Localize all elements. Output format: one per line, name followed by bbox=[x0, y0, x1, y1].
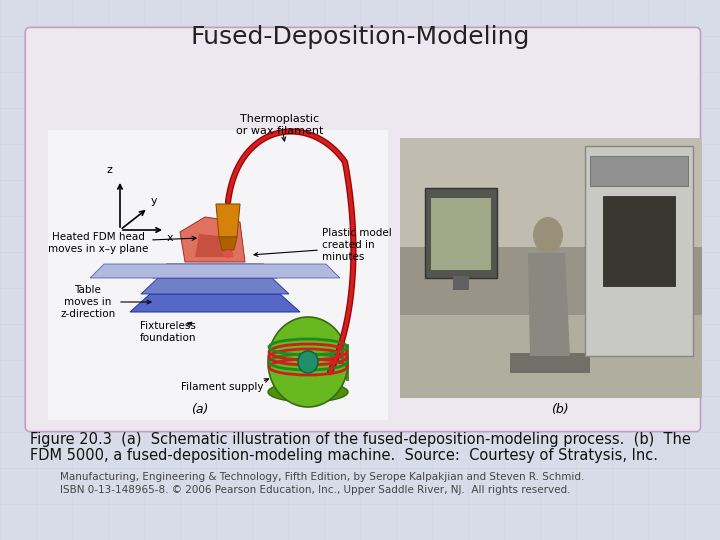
Bar bbox=[603, 196, 675, 286]
Ellipse shape bbox=[298, 351, 318, 373]
Polygon shape bbox=[130, 294, 300, 312]
Polygon shape bbox=[346, 344, 348, 380]
Polygon shape bbox=[528, 253, 570, 356]
Text: Fixtureless
foundation: Fixtureless foundation bbox=[140, 321, 197, 343]
Bar bbox=[585, 146, 693, 356]
Bar bbox=[510, 353, 590, 373]
Polygon shape bbox=[180, 217, 245, 262]
Text: Table
moves in
z-direction: Table moves in z-direction bbox=[60, 286, 116, 319]
Ellipse shape bbox=[533, 217, 563, 253]
Bar bbox=[400, 315, 702, 398]
Polygon shape bbox=[195, 234, 233, 257]
Bar bbox=[590, 156, 688, 186]
Text: Manufacturing, Engineering & Technology, Fifth Edition, by Serope Kalpakjian and: Manufacturing, Engineering & Technology,… bbox=[60, 472, 585, 482]
Text: Thermoplastic
or wax filament: Thermoplastic or wax filament bbox=[236, 114, 324, 136]
Text: y: y bbox=[151, 196, 158, 206]
Text: Heated FDM head
moves in x–y plane: Heated FDM head moves in x–y plane bbox=[48, 232, 148, 254]
Text: (a): (a) bbox=[192, 403, 209, 416]
FancyBboxPatch shape bbox=[25, 28, 701, 431]
Text: x: x bbox=[167, 233, 174, 243]
Text: ISBN 0-13-148965-8. © 2006 Pearson Education, Inc., Upper Saddle River, NJ.  All: ISBN 0-13-148965-8. © 2006 Pearson Educa… bbox=[60, 485, 570, 495]
Text: Figure 20.3  (a)  Schematic illustration of the fused-deposition-modeling proces: Figure 20.3 (a) Schematic illustration o… bbox=[30, 432, 691, 447]
Polygon shape bbox=[153, 264, 277, 278]
Bar bbox=[400, 138, 702, 255]
Bar bbox=[400, 247, 702, 320]
Bar bbox=[48, 130, 388, 420]
Polygon shape bbox=[90, 264, 340, 278]
Polygon shape bbox=[216, 204, 240, 237]
Text: FDM 5000, a fused-deposition-modeling machine.  Source:  Courtesy of Stratysis, : FDM 5000, a fused-deposition-modeling ma… bbox=[30, 448, 658, 463]
Ellipse shape bbox=[223, 250, 233, 258]
Text: Plastic model
created in
minutes: Plastic model created in minutes bbox=[322, 228, 392, 261]
Text: (b): (b) bbox=[552, 403, 569, 416]
Bar bbox=[431, 198, 491, 270]
Text: z: z bbox=[106, 165, 112, 175]
Ellipse shape bbox=[268, 317, 348, 407]
Bar bbox=[453, 276, 469, 290]
Bar bbox=[400, 138, 702, 398]
Polygon shape bbox=[219, 237, 237, 250]
Ellipse shape bbox=[268, 382, 348, 402]
Text: Filament supply: Filament supply bbox=[181, 382, 264, 392]
Bar bbox=[425, 188, 497, 278]
Polygon shape bbox=[141, 278, 289, 294]
Text: Fused-Deposition-Modeling: Fused-Deposition-Modeling bbox=[190, 25, 530, 49]
